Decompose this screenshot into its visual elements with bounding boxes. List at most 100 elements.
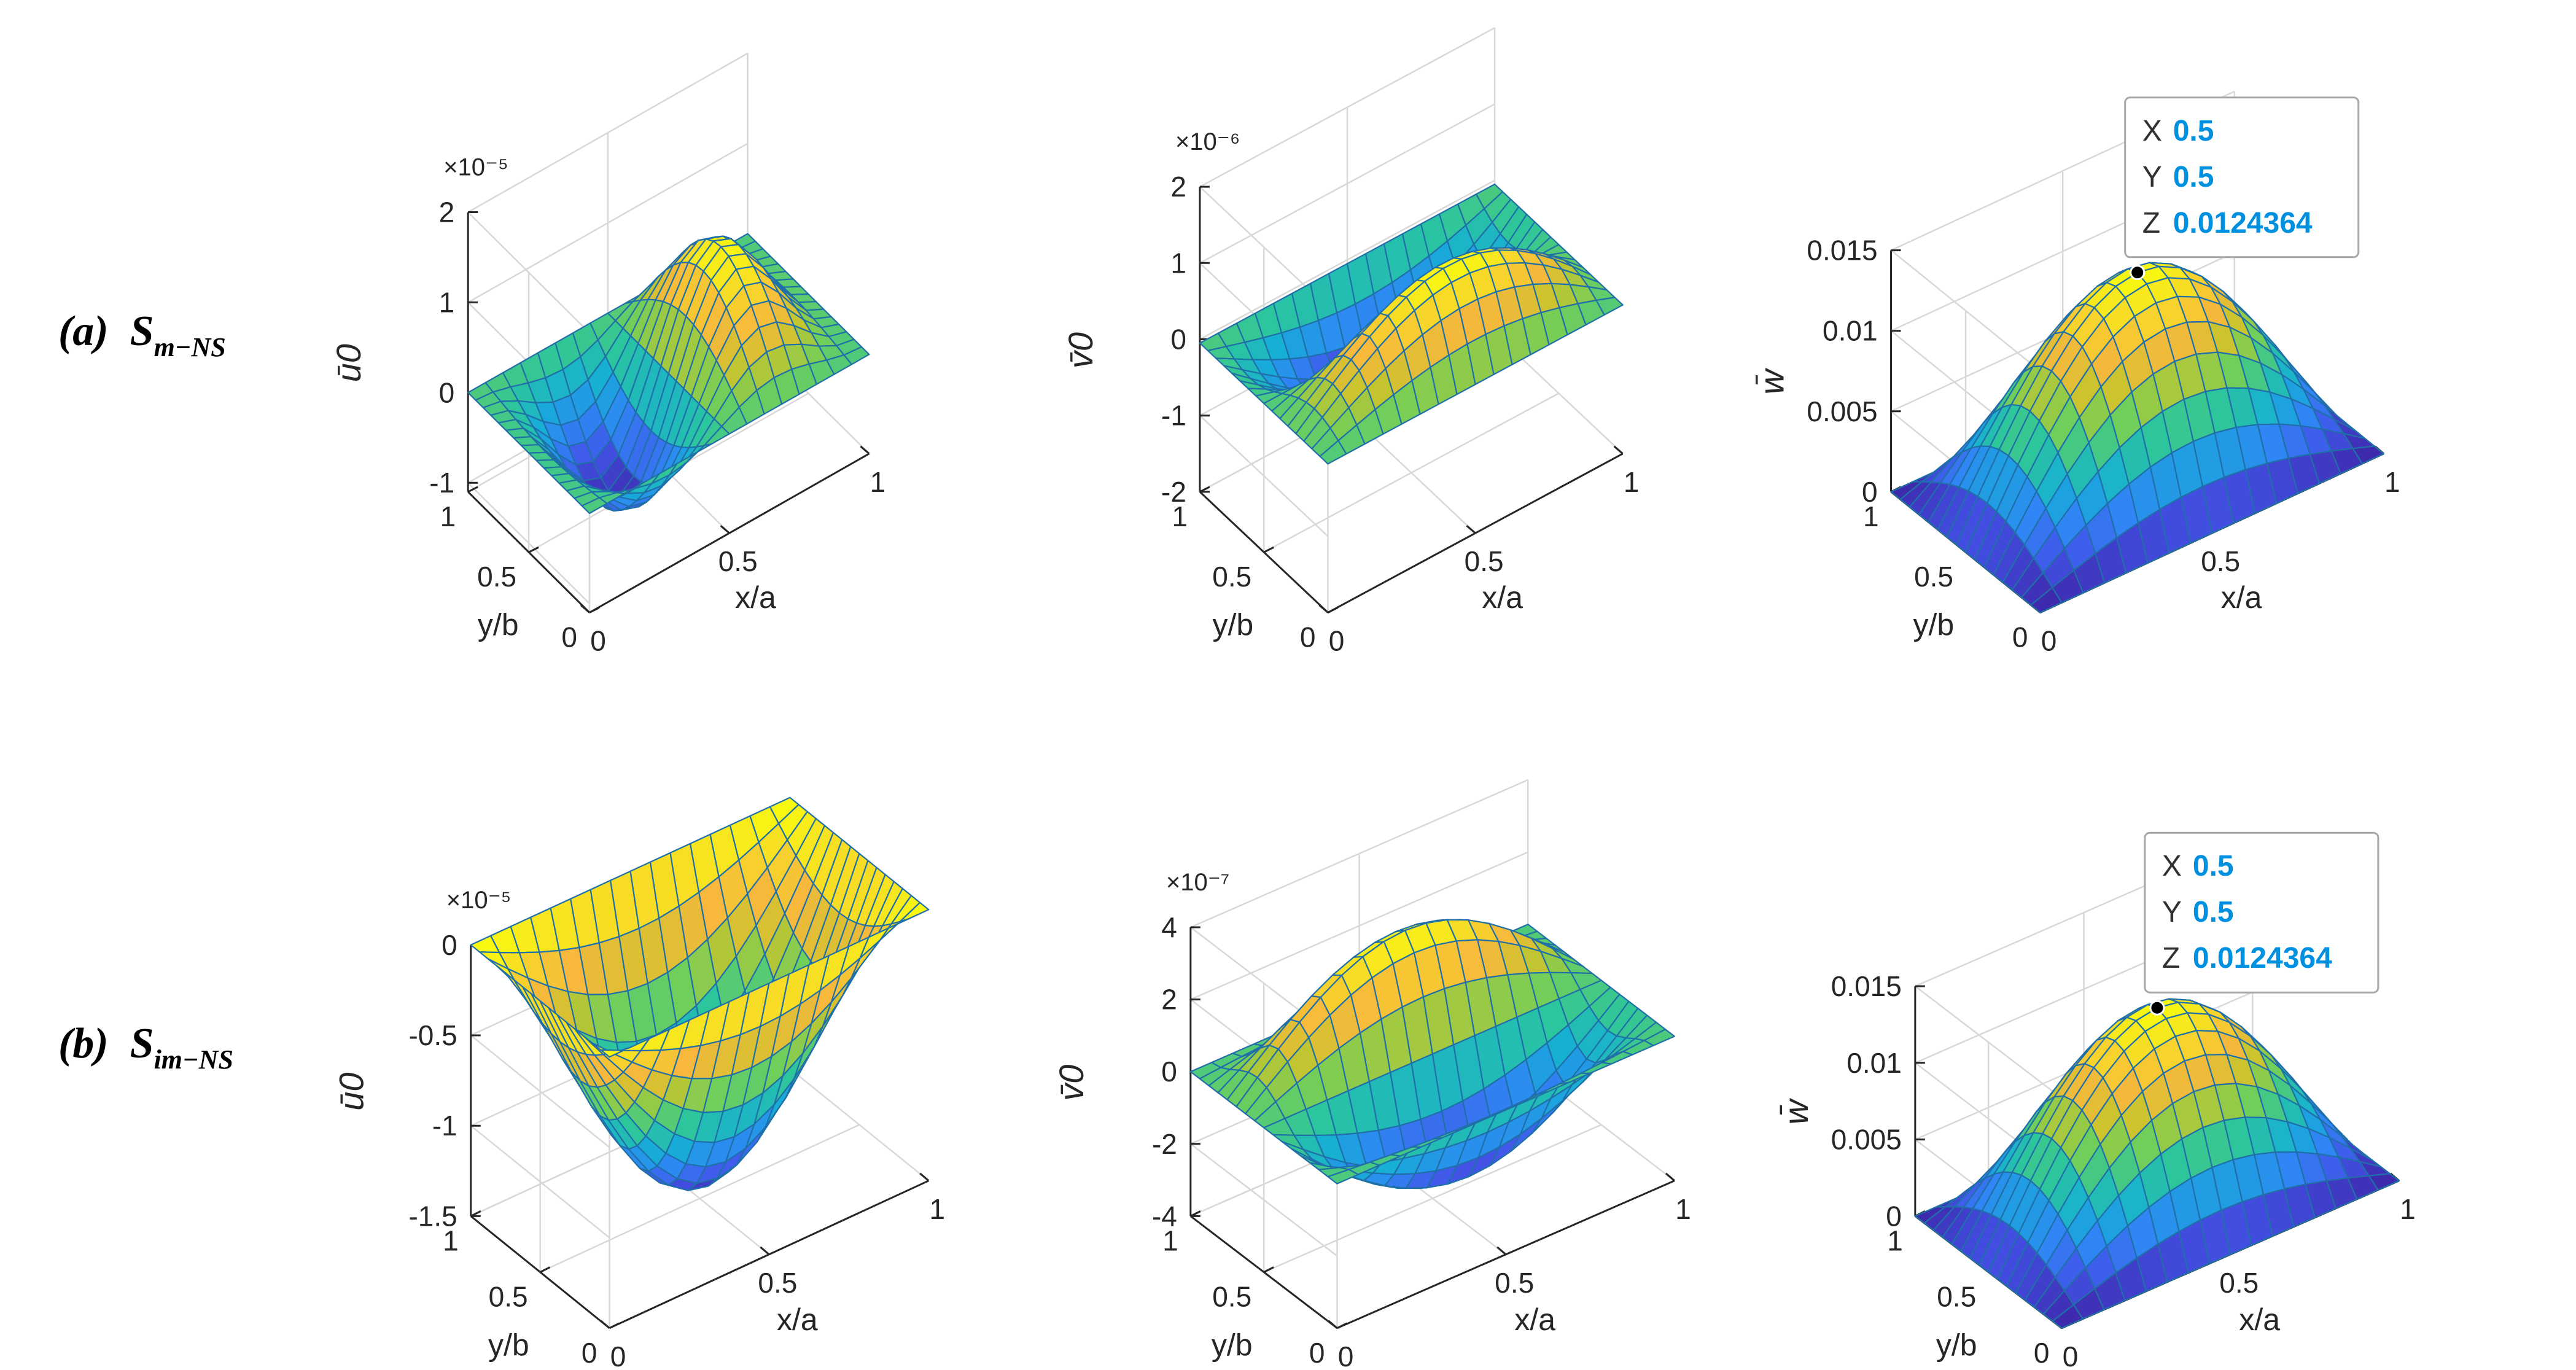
y-axis-label: y/b xyxy=(478,607,519,642)
row-name: S xyxy=(130,1020,154,1067)
z-tick-label: 0.015 xyxy=(1807,235,1877,267)
x-tick xyxy=(600,1320,610,1329)
surface-patch xyxy=(2368,1173,2400,1191)
x-axis-label: x/a xyxy=(1514,1302,1555,1337)
y-tick-label: 1 xyxy=(1162,1224,1178,1256)
z-axis-label: w̄ xyxy=(1776,1097,1815,1124)
z-axis-label: ū0 xyxy=(329,344,368,382)
row-name: S xyxy=(130,308,154,355)
y-tick xyxy=(609,1322,620,1329)
surface-mesh xyxy=(1914,998,2400,1329)
y-tick-label: 0.5 xyxy=(477,561,516,593)
row-tag: (b) xyxy=(58,1020,109,1067)
x-tick xyxy=(720,525,730,534)
floor-gridline xyxy=(1263,1124,1602,1273)
x-tick xyxy=(860,445,870,454)
y-tick-label: 0.5 xyxy=(1212,1281,1251,1313)
x-tick xyxy=(1613,445,1624,454)
z-tick-label: 0 xyxy=(439,376,455,408)
datatip-key: X xyxy=(2142,115,2162,147)
floor-gridline xyxy=(789,1068,930,1181)
y-tick-label: 0 xyxy=(582,1337,597,1369)
y-axis-label: y/b xyxy=(1212,607,1253,642)
z-tick-label: -2 xyxy=(1161,476,1186,508)
x-tick-label: 1 xyxy=(1675,1193,1691,1225)
surface-patch xyxy=(1643,1029,1675,1046)
row-label-a: (a) Sm−NS xyxy=(58,307,226,363)
x-tick-label: 0 xyxy=(2063,1341,2079,1370)
datatip-value: 0.5 xyxy=(2173,161,2214,193)
x-tick-label: 0 xyxy=(2041,625,2057,657)
z-tick-label: 2 xyxy=(1170,171,1186,203)
z-axis-label: v̄0 xyxy=(1061,332,1100,368)
surface-patch xyxy=(1595,297,1624,316)
x-tick-label: 1 xyxy=(929,1193,945,1225)
y-tick-label: 0.5 xyxy=(1937,1281,1976,1313)
x-tick-label: 1 xyxy=(2400,1193,2416,1225)
z-tick-label: 0 xyxy=(1170,324,1186,356)
y-tick-label: 0 xyxy=(2012,621,2028,653)
datatip-key: X xyxy=(2162,850,2182,882)
z-tick-label: 0.01 xyxy=(1823,315,1878,347)
y-tick xyxy=(1327,607,1339,613)
z-tick-label: 2 xyxy=(439,197,455,228)
y-tick xyxy=(539,1266,551,1273)
datatip-marker xyxy=(2149,1000,2165,1016)
surface-patch xyxy=(2352,445,2384,465)
z-axis-label: w̄ xyxy=(1753,367,1791,394)
y-tick-label: 0 xyxy=(561,621,577,653)
z-tick-label: 1 xyxy=(439,286,455,318)
z-axis-label: ū0 xyxy=(332,1072,371,1110)
x-tick xyxy=(1496,1246,1507,1255)
z-tick-label: 0.005 xyxy=(1831,1124,1902,1156)
z-tick-label: 1 xyxy=(1170,247,1186,279)
z-exponent-label: ×10⁻⁵ xyxy=(446,887,512,914)
y-tick-label: 1 xyxy=(1863,500,1879,532)
surface-mesh xyxy=(467,233,870,515)
x-tick-label: 1 xyxy=(2384,466,2400,498)
datatip-value: 0.5 xyxy=(2193,850,2234,882)
z-tick-label: 0.01 xyxy=(1846,1047,1902,1079)
x-tick xyxy=(1318,604,1329,613)
y-tick-label: 1 xyxy=(443,1224,459,1256)
x-tick-label: 0.5 xyxy=(1495,1267,1534,1299)
x-tick xyxy=(1665,1172,1675,1181)
y-axis-label: y/b xyxy=(488,1328,529,1362)
x-tick-label: 0.5 xyxy=(758,1267,797,1299)
surface-mesh xyxy=(1890,262,2384,613)
z-tick-label: -2 xyxy=(1152,1128,1177,1160)
datatip-value: 0.5 xyxy=(2173,115,2214,147)
x-tick-label: 0 xyxy=(1338,1341,1354,1370)
datatip-box: X 0.5 Y 0.5 Z 0.0124364 xyxy=(2144,831,2379,994)
x-axis-label: x/a xyxy=(735,580,776,615)
row-label-b: (b) Sim−NS xyxy=(58,1019,233,1075)
y-tick-label: 0.5 xyxy=(489,1281,528,1313)
x-tick xyxy=(760,1246,770,1255)
x-tick-label: 1 xyxy=(870,466,886,498)
y-tick-label: 0.5 xyxy=(1914,561,1953,593)
z-tick-label: 0.005 xyxy=(1807,395,1877,427)
z-tick-label: -1 xyxy=(429,467,454,499)
z-tick-label: 0 xyxy=(1862,476,1878,508)
z-exponent-label: ×10⁻⁷ xyxy=(1166,869,1229,896)
surface-mesh xyxy=(470,796,930,1191)
z-tick-label: 4 xyxy=(1161,911,1177,943)
z-exponent-label: ×10⁻⁶ xyxy=(1175,128,1240,155)
x-axis-label: x/a xyxy=(2221,580,2262,615)
y-tick xyxy=(589,607,600,613)
x-tick-label: 0 xyxy=(1329,625,1345,657)
x-tick xyxy=(919,1172,930,1181)
y-tick-label: 1 xyxy=(1172,500,1188,532)
datatip-key: Z xyxy=(2162,942,2180,975)
y-tick xyxy=(528,546,539,553)
y-tick xyxy=(467,486,478,493)
z-tick-label: -1 xyxy=(432,1110,457,1142)
x-axis-label: x/a xyxy=(777,1302,818,1337)
